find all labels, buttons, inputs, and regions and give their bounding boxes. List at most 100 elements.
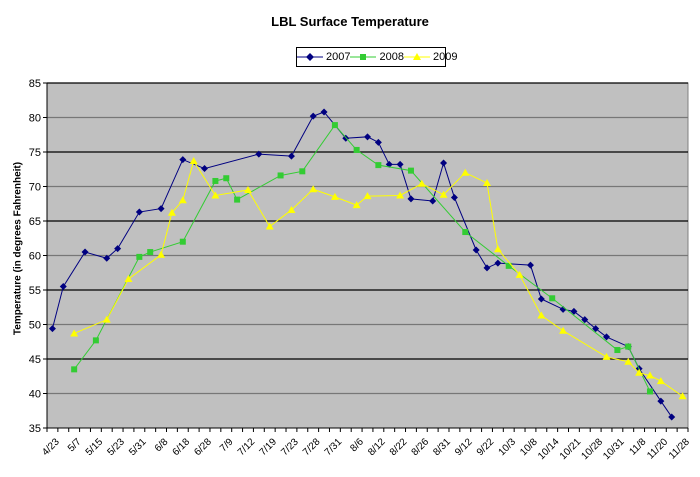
data-point-2007 xyxy=(135,208,143,216)
data-point-2007 xyxy=(374,138,382,146)
data-point-2009 xyxy=(439,190,448,198)
data-point-2007 xyxy=(603,333,611,341)
data-point-2009 xyxy=(352,201,361,209)
data-point-2009 xyxy=(287,205,296,213)
data-point-2009 xyxy=(167,208,176,216)
x-tick-label: 8/31 xyxy=(431,436,453,458)
x-tick-label: 7/12 xyxy=(236,436,258,458)
data-point-2009 xyxy=(102,315,111,323)
x-tick-label: 5/15 xyxy=(84,436,106,458)
data-point-2007 xyxy=(668,413,676,421)
data-point-2009 xyxy=(124,274,133,282)
data-point-2007 xyxy=(483,264,491,272)
x-tick-label: 9/22 xyxy=(475,436,497,458)
data-point-2007 xyxy=(657,397,665,405)
data-point-2008 xyxy=(147,249,154,256)
legend-swatch-2007 xyxy=(297,53,323,61)
legend-item-2009: 2009 xyxy=(403,51,458,63)
data-point-2007 xyxy=(570,307,578,315)
data-point-2009 xyxy=(178,196,187,204)
y-tick-label: 65 xyxy=(29,216,41,228)
data-point-2007 xyxy=(592,325,600,333)
data-point-2008 xyxy=(71,366,78,373)
x-tick-label: 7/23 xyxy=(279,436,301,458)
data-point-2009 xyxy=(515,270,524,278)
data-point-2007 xyxy=(103,254,111,262)
y-tick-label: 85 xyxy=(29,78,41,90)
data-point-2009 xyxy=(396,191,405,199)
data-point-2009 xyxy=(243,185,252,193)
x-tick-label: 9/12 xyxy=(453,436,475,458)
data-point-2007 xyxy=(537,295,545,303)
x-tick-label: 10/28 xyxy=(580,436,606,462)
data-point-2008 xyxy=(212,177,219,184)
data-point-2008 xyxy=(234,196,241,203)
series-line-2008 xyxy=(73,124,651,392)
data-point-2008 xyxy=(223,175,230,182)
data-point-2008 xyxy=(353,146,360,153)
x-tick-label: 11/28 xyxy=(667,436,692,461)
data-point-2009 xyxy=(363,192,372,200)
x-tick-label: 8/6 xyxy=(348,436,366,454)
data-point-2007 xyxy=(114,245,122,253)
legend-label: 2007 xyxy=(326,51,351,63)
data-point-2008 xyxy=(136,253,143,260)
data-point-2007 xyxy=(201,165,209,173)
data-point-2007 xyxy=(309,112,317,120)
data-point-2009 xyxy=(678,392,687,400)
legend: 2007 2008 2009 xyxy=(296,47,457,67)
data-point-2009 xyxy=(211,191,220,199)
data-point-2008 xyxy=(614,347,621,354)
data-point-2008 xyxy=(407,167,414,174)
data-point-2007 xyxy=(494,259,502,267)
data-point-2009 xyxy=(559,326,568,334)
x-tick-label: 6/18 xyxy=(171,436,193,458)
x-tick-label: 10/31 xyxy=(601,436,627,462)
data-point-2007 xyxy=(581,316,589,324)
data-point-2007 xyxy=(364,133,371,141)
data-point-2009 xyxy=(537,311,546,319)
legend-item-2008: 2008 xyxy=(350,51,404,63)
y-tick-label: 80 xyxy=(29,113,41,125)
legend-label: 2008 xyxy=(379,51,404,63)
y-tick-label: 75 xyxy=(29,147,41,159)
data-point-2008 xyxy=(505,262,512,269)
y-tick-label: 45 xyxy=(29,354,41,366)
x-tick-label: 5/31 xyxy=(127,436,149,458)
data-point-2009 xyxy=(624,357,633,365)
data-point-2009 xyxy=(157,250,166,258)
x-tick-label: 8/22 xyxy=(388,436,410,458)
data-point-2007 xyxy=(287,152,295,160)
x-tick-label: 6/8 xyxy=(153,436,171,454)
data-point-2008 xyxy=(299,168,306,175)
data-point-2007 xyxy=(559,305,567,313)
y-tick-label: 40 xyxy=(29,389,41,401)
y-tick-label: 70 xyxy=(29,182,41,194)
data-point-2007 xyxy=(48,325,56,333)
data-point-2009 xyxy=(189,156,198,164)
data-point-2009 xyxy=(309,185,318,193)
data-point-2007 xyxy=(59,283,67,291)
y-tick-label: 50 xyxy=(29,320,41,332)
legend-label: 2009 xyxy=(432,51,458,63)
data-point-2009 xyxy=(70,329,79,337)
y-tick-label: 35 xyxy=(29,423,41,435)
x-tick-label: 7/28 xyxy=(301,436,323,458)
x-tick-label: 5/7 xyxy=(66,436,84,454)
x-tick-label: 5/23 xyxy=(105,436,127,458)
data-point-2008 xyxy=(179,238,186,245)
data-point-2008 xyxy=(462,229,469,236)
data-point-2007 xyxy=(450,194,458,202)
data-point-2007 xyxy=(407,195,415,203)
x-tick-label: 8/12 xyxy=(366,436,388,458)
x-tick-label: 10/21 xyxy=(558,436,584,462)
data-point-2007 xyxy=(396,160,404,168)
data-point-2009 xyxy=(645,371,654,379)
data-point-2009 xyxy=(493,245,502,253)
data-point-2007 xyxy=(526,261,534,269)
chart-title: LBL Surface Temperature xyxy=(271,14,429,29)
data-point-2007 xyxy=(320,108,328,116)
data-point-2009 xyxy=(417,179,426,187)
data-point-2007 xyxy=(255,150,263,158)
